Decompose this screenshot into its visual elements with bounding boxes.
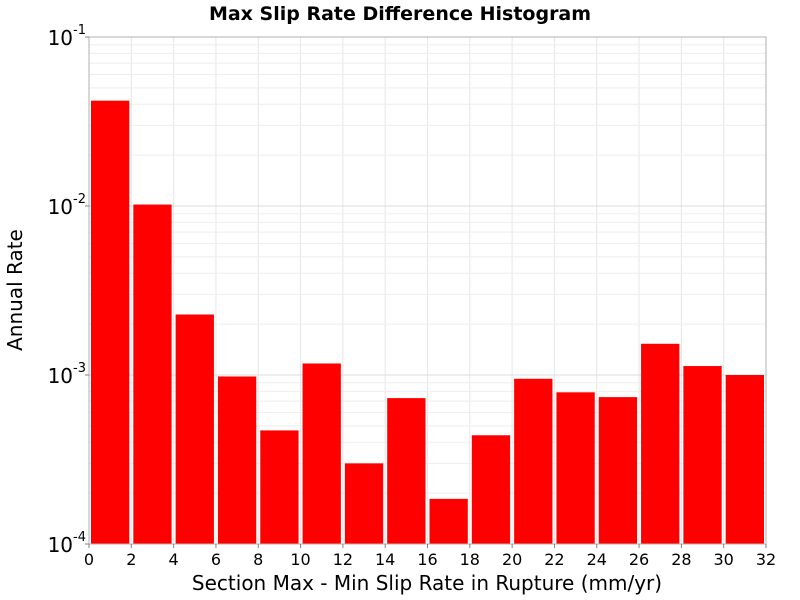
y-tick-label-3: 10-1 — [48, 23, 86, 50]
bar-11 — [556, 392, 595, 544]
bar-0 — [91, 100, 130, 544]
y-tick-exponent-2: -2 — [73, 192, 86, 207]
x-tick-label-9: 18 — [460, 550, 480, 569]
bar-15 — [725, 375, 764, 544]
x-tick-label-4: 8 — [253, 550, 263, 569]
x-axis-ticks: 0 2 4 6 8 10 12 14 16 18 20 22 24 26 28 30 32 — [84, 544, 776, 569]
x-tick-label-13: 26 — [629, 550, 649, 569]
bars — [91, 100, 764, 544]
y-tick-base-3: 10 — [48, 26, 73, 50]
y-tick-exponent-1: -3 — [73, 361, 86, 376]
bar-4 — [260, 430, 299, 544]
y-tick-base-2: 10 — [48, 195, 73, 219]
y-tick-label-2: 10-2 — [48, 192, 86, 219]
x-tick-label-12: 24 — [587, 550, 607, 569]
x-tick-label-14: 28 — [671, 550, 691, 569]
y-tick-label-0: 10-4 — [48, 530, 86, 557]
x-tick-label-16: 32 — [756, 550, 776, 569]
bar-8 — [429, 498, 468, 544]
bar-12 — [598, 397, 638, 544]
chart-title: Max Slip Rate Difference Histogram — [209, 3, 591, 25]
bar-7 — [387, 398, 426, 544]
x-tick-label-8: 16 — [417, 550, 437, 569]
bar-10 — [514, 378, 553, 544]
x-tick-label-3: 6 — [211, 550, 221, 569]
bar-3 — [217, 376, 257, 544]
bar-6 — [344, 463, 384, 544]
bar-5 — [302, 363, 341, 544]
x-tick-label-15: 30 — [714, 550, 734, 569]
x-tick-label-10: 20 — [502, 550, 522, 569]
y-tick-base-0: 10 — [48, 533, 73, 557]
bar-1 — [133, 204, 172, 544]
x-tick-label-1: 2 — [126, 550, 136, 569]
y-tick-exponent-0: -4 — [73, 530, 86, 545]
y-tick-base-1: 10 — [48, 364, 73, 388]
y-tick-exponent-3: -1 — [73, 23, 86, 38]
x-tick-label-6: 12 — [333, 550, 353, 569]
x-axis-label: Section Max - Min Slip Rate in Rupture (… — [192, 571, 662, 595]
bar-9 — [471, 435, 511, 544]
x-tick-label-11: 22 — [544, 550, 564, 569]
y-tick-label-1: 10-3 — [48, 361, 86, 388]
bar-14 — [683, 366, 722, 544]
x-tick-label-7: 14 — [375, 550, 395, 569]
bar-13 — [641, 343, 680, 544]
x-tick-label-2: 4 — [169, 550, 179, 569]
y-axis-ticks: 10-410-310-210-1 — [48, 23, 89, 557]
x-tick-label-5: 10 — [290, 550, 310, 569]
x-tick-label-0: 0 — [84, 550, 94, 569]
y-axis-label: Annual Rate — [3, 229, 27, 351]
bar-2 — [175, 314, 214, 544]
